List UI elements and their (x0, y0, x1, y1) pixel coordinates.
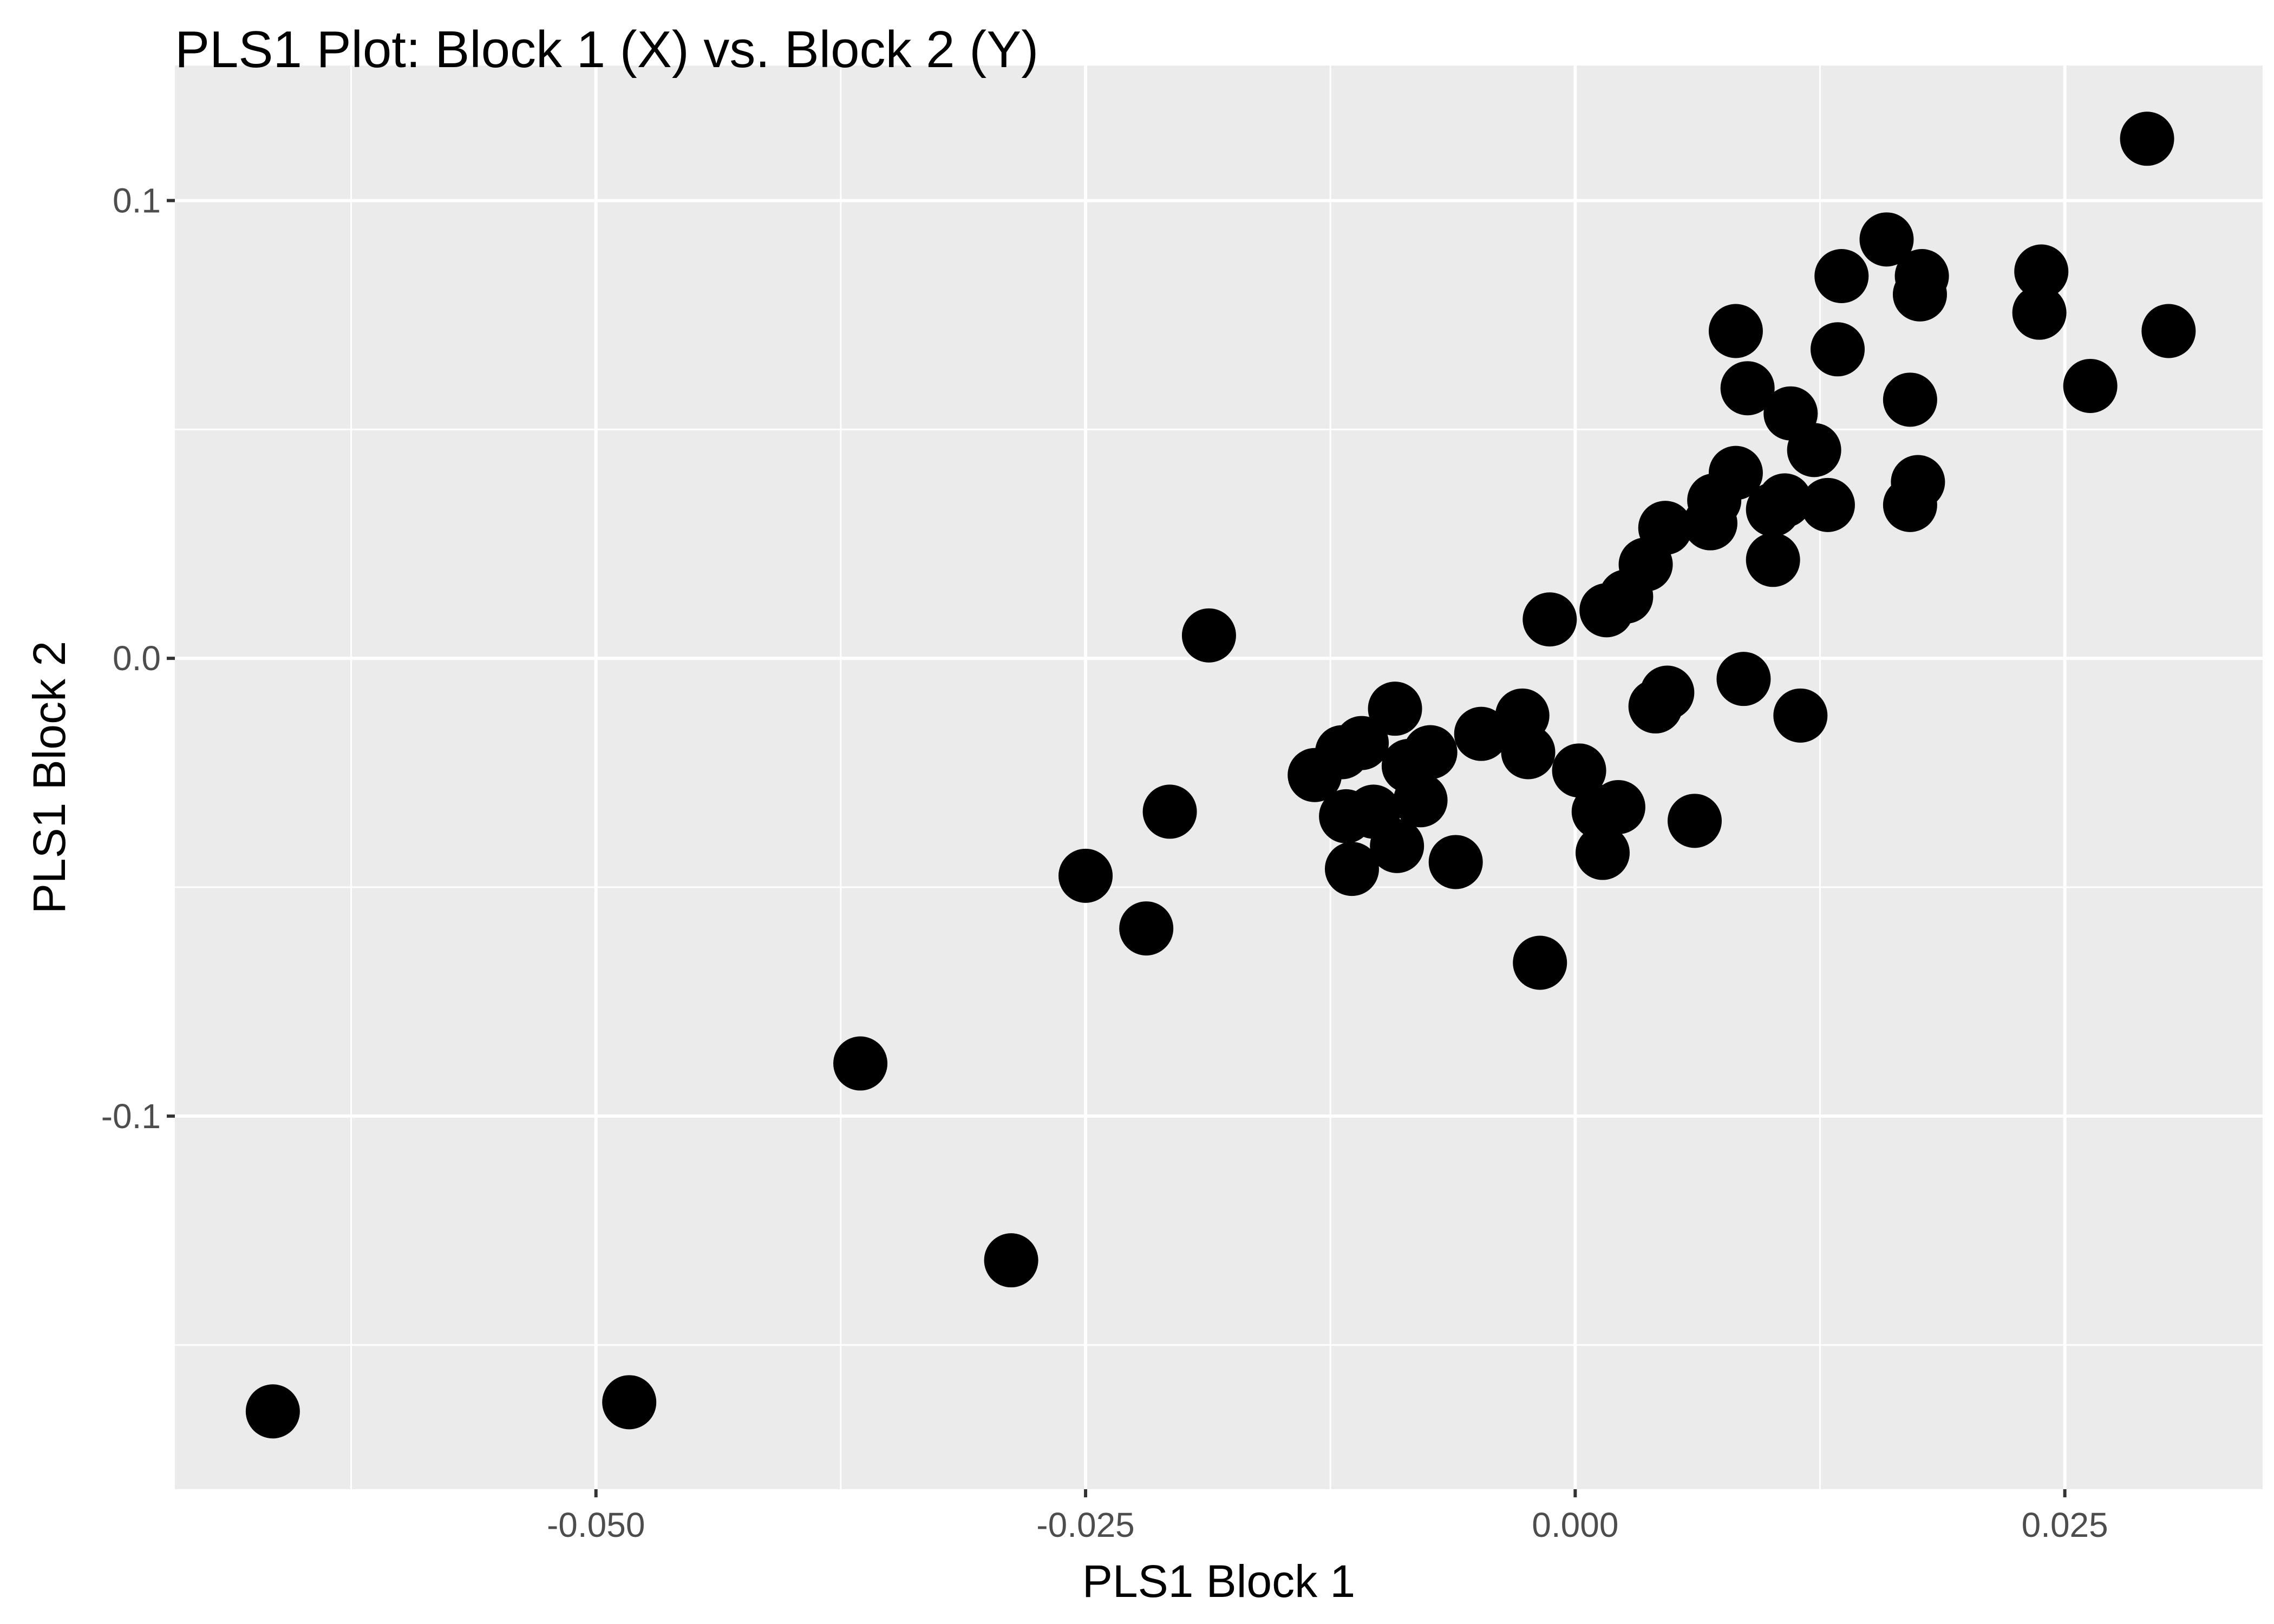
plot-panel (175, 66, 2263, 1489)
data-point (1640, 665, 1695, 720)
data-point (2120, 112, 2174, 166)
data-point (1501, 725, 1556, 780)
x-axis-title: PLS1 Block 1 (1082, 1556, 1355, 1607)
data-point (1324, 842, 1379, 896)
data-point (1591, 780, 1645, 834)
data-point (1552, 743, 1606, 798)
data-point (1746, 533, 1800, 587)
data-point (984, 1233, 1038, 1288)
y-tick-label: 0.1 (113, 181, 161, 220)
data-point (1454, 706, 1508, 761)
data-point (1773, 688, 1828, 743)
data-points (245, 112, 2196, 1439)
data-point (1370, 818, 1424, 873)
data-point (1638, 501, 1693, 555)
chart-title: PLS1 Plot: Block 1 (X) vs. Block 2 (Y) (175, 21, 1038, 78)
data-point (1368, 682, 1422, 736)
data-point (1522, 592, 1577, 647)
data-point (1513, 935, 1567, 990)
x-tick-label: 0.025 (2022, 1505, 2108, 1544)
y-tick-label: -0.1 (101, 1097, 161, 1136)
data-point (602, 1375, 657, 1430)
minor-gridlines (175, 66, 2263, 1489)
data-point (1403, 725, 1458, 780)
data-point (1335, 716, 1389, 770)
data-point (1058, 848, 1113, 903)
data-point (2141, 304, 2196, 358)
x-tick-label: -0.050 (547, 1505, 645, 1544)
data-point (1814, 249, 1869, 304)
y-tick-label: 0.0 (113, 639, 161, 678)
data-point (1708, 446, 1763, 500)
data-point (1800, 477, 1855, 532)
data-point (1891, 455, 1945, 509)
y-axis: -0.1 0.0 0.1 (101, 181, 175, 1136)
data-point (1859, 212, 1914, 267)
data-point (2063, 358, 2118, 413)
data-point (1428, 835, 1483, 889)
data-point (2012, 285, 2067, 340)
data-point (833, 1036, 888, 1091)
x-tick-label: 0.000 (1532, 1505, 1618, 1544)
data-point (1575, 826, 1630, 880)
data-point (1119, 901, 1174, 956)
data-point (1883, 372, 1937, 427)
data-point (1708, 304, 1763, 358)
data-point (1811, 322, 1865, 377)
data-point (1757, 473, 1812, 528)
data-point (1181, 608, 1236, 663)
data-point (1667, 794, 1722, 848)
data-point (1142, 784, 1197, 839)
y-axis-title: PLS1 Block 2 (24, 641, 75, 914)
data-point (1393, 773, 1448, 828)
data-point (245, 1384, 300, 1439)
data-point (1894, 249, 1949, 304)
data-point (1716, 652, 1771, 706)
data-point (1720, 361, 1775, 416)
data-point (1787, 423, 1841, 477)
x-tick-label: -0.025 (1036, 1505, 1134, 1544)
x-axis: -0.050 -0.025 0.000 0.025 (547, 1489, 2108, 1544)
data-point (2014, 244, 2069, 299)
